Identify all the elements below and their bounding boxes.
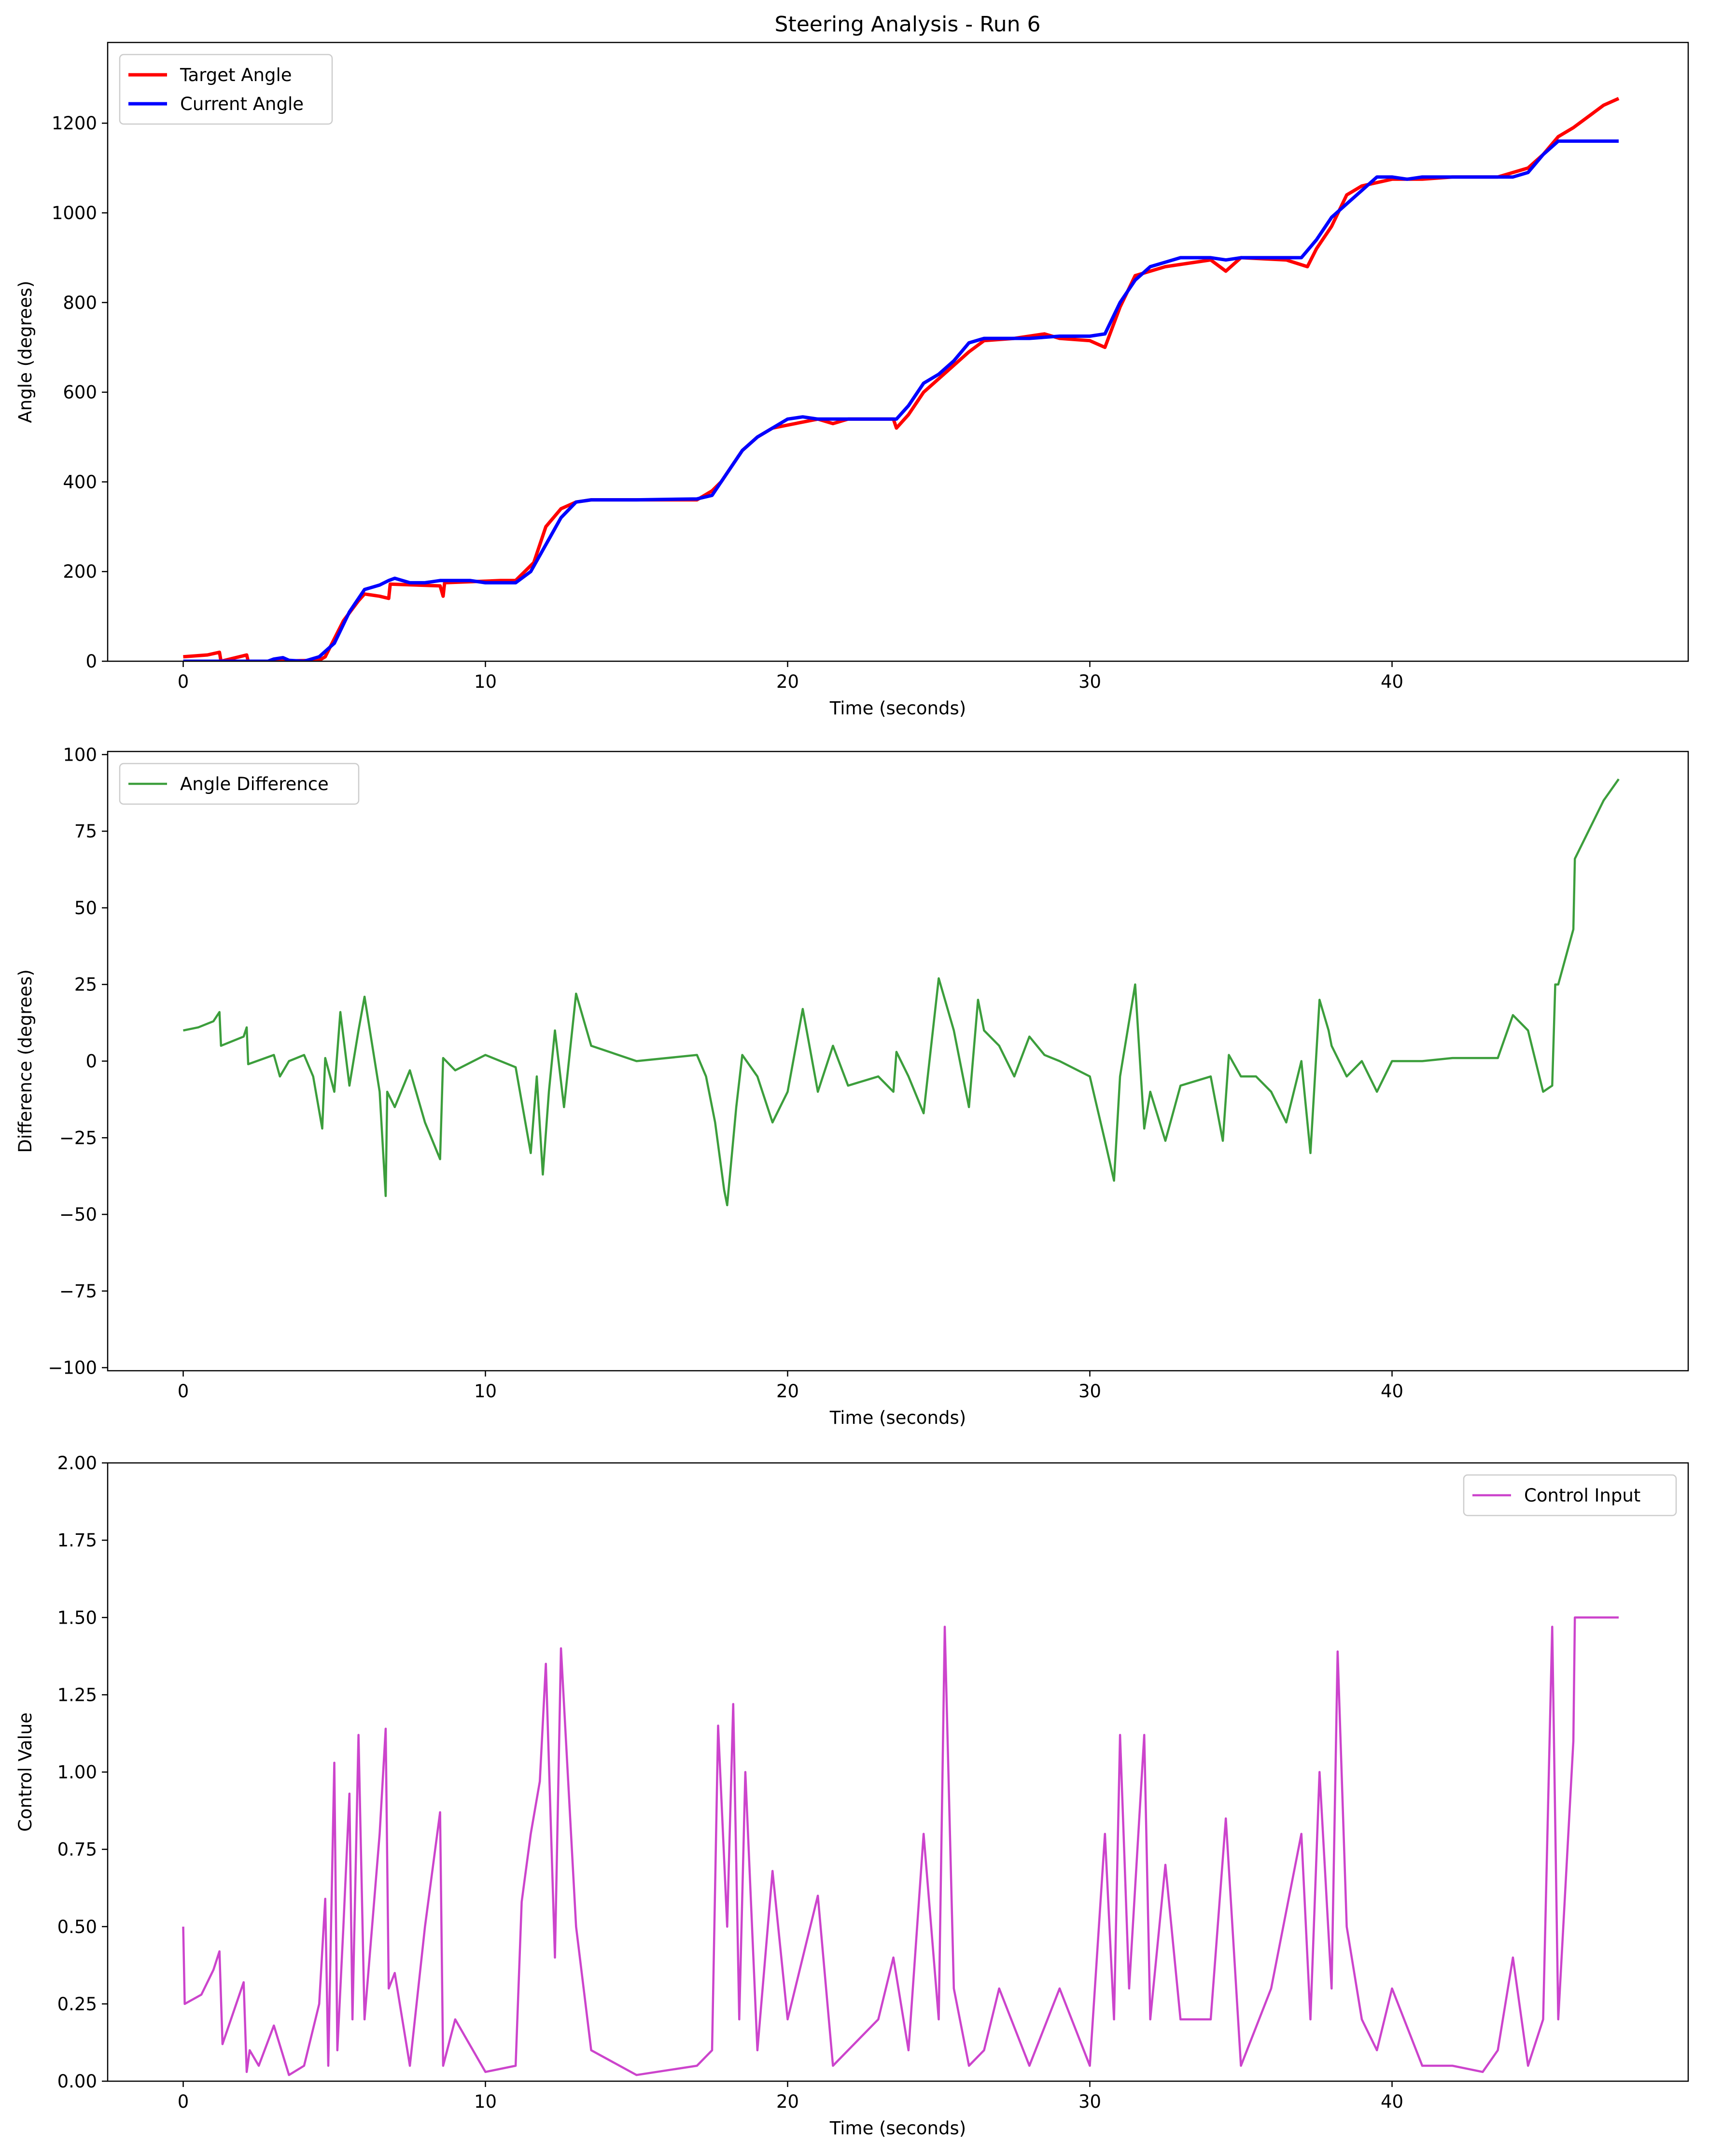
y-tick-label: 1200 [52, 113, 97, 134]
x-tick-label: 20 [776, 671, 799, 692]
y-tick-label: 1000 [52, 203, 97, 223]
y-tick-label: 0 [85, 1051, 97, 1072]
y-axis-label: Angle (degrees) [15, 281, 36, 423]
legend-box [119, 54, 333, 125]
x-tick-label: 40 [1381, 671, 1403, 692]
legend: Target Angle Current Angle [119, 54, 333, 125]
x-tick-label: 20 [776, 2091, 799, 2112]
y-tick-label: 1.00 [57, 1762, 97, 1783]
x-axis-label: Time (seconds) [829, 698, 966, 719]
legend-box [119, 763, 360, 805]
legend: Angle Difference [119, 763, 360, 805]
plot-frame [107, 42, 1689, 662]
series-line-current-angle [183, 139, 1619, 661]
x-tick-label: 40 [1381, 2091, 1403, 2112]
y-tick-label: −75 [59, 1281, 97, 1302]
y-tick-label: 0.50 [57, 1917, 97, 1937]
y-tick-label: 50 [74, 898, 97, 918]
x-tick-label: 0 [178, 671, 189, 692]
panel-3: 0 10 20 30 40 0.00 0.25 0.50 0.75 1.00 1.25 1.50 1.7… [15, 1453, 1689, 2139]
x-axis-label: Time (seconds) [829, 2118, 966, 2139]
panel-2: 0 10 20 30 40 100 75 50 25 0 −25 −50 −75 −100 Time (se… [15, 744, 1689, 1428]
legend-label: Current Angle [180, 94, 304, 114]
x-tick-label: 10 [474, 2091, 497, 2112]
y-tick-label: 1.75 [57, 1530, 97, 1551]
x-tick-label: 30 [1078, 2091, 1101, 2112]
x-tick-label: 0 [178, 2091, 189, 2112]
legend-label: Target Angle [180, 65, 292, 85]
y-tick-label: 0.75 [57, 1839, 97, 1860]
y-tick-label: 1.50 [57, 1607, 97, 1628]
x-tick-label: 20 [776, 1381, 799, 1402]
y-tick-label: 0.00 [57, 2071, 97, 2092]
y-tick-label: −25 [59, 1127, 97, 1148]
y-tick-label: −100 [48, 1358, 97, 1378]
y-tick-label: 1.25 [57, 1684, 97, 1705]
y-axis-label: Control Value [15, 1712, 36, 1832]
y-tick-label: 75 [74, 821, 97, 842]
y-tick-label: 2.00 [57, 1453, 97, 1474]
x-axis-label: Time (seconds) [829, 1407, 966, 1428]
y-tick-label: 400 [63, 472, 97, 492]
x-tick-label: 40 [1381, 1381, 1403, 1402]
series-line-control-input [182, 1616, 1619, 2076]
legend: Control Input [1463, 1474, 1677, 1516]
y-tick-label: 200 [63, 561, 97, 582]
y-tick-label: 800 [63, 292, 97, 313]
x-tick-label: 30 [1078, 671, 1101, 692]
chart-title: Steering Analysis - Run 6 [775, 12, 1041, 37]
y-tick-label: 25 [74, 974, 97, 995]
x-tick-label: 30 [1078, 1381, 1101, 1402]
y-tick-label: 0 [85, 651, 97, 672]
y-tick-label: 600 [63, 382, 97, 403]
y-axis-label: Difference (degrees) [15, 969, 36, 1153]
y-tick-label: 100 [63, 744, 97, 765]
x-tick-label: 0 [178, 1381, 189, 1402]
y-tick-label: 0.25 [57, 1994, 97, 2015]
x-tick-label: 10 [474, 1381, 497, 1402]
legend-label: Angle Difference [180, 774, 329, 794]
x-tick-label: 10 [474, 671, 497, 692]
legend-box [1463, 1474, 1677, 1516]
y-tick-label: −50 [59, 1204, 97, 1225]
legend-label: Control Input [1524, 1485, 1640, 1506]
series-line-angle-difference [183, 778, 1620, 1207]
